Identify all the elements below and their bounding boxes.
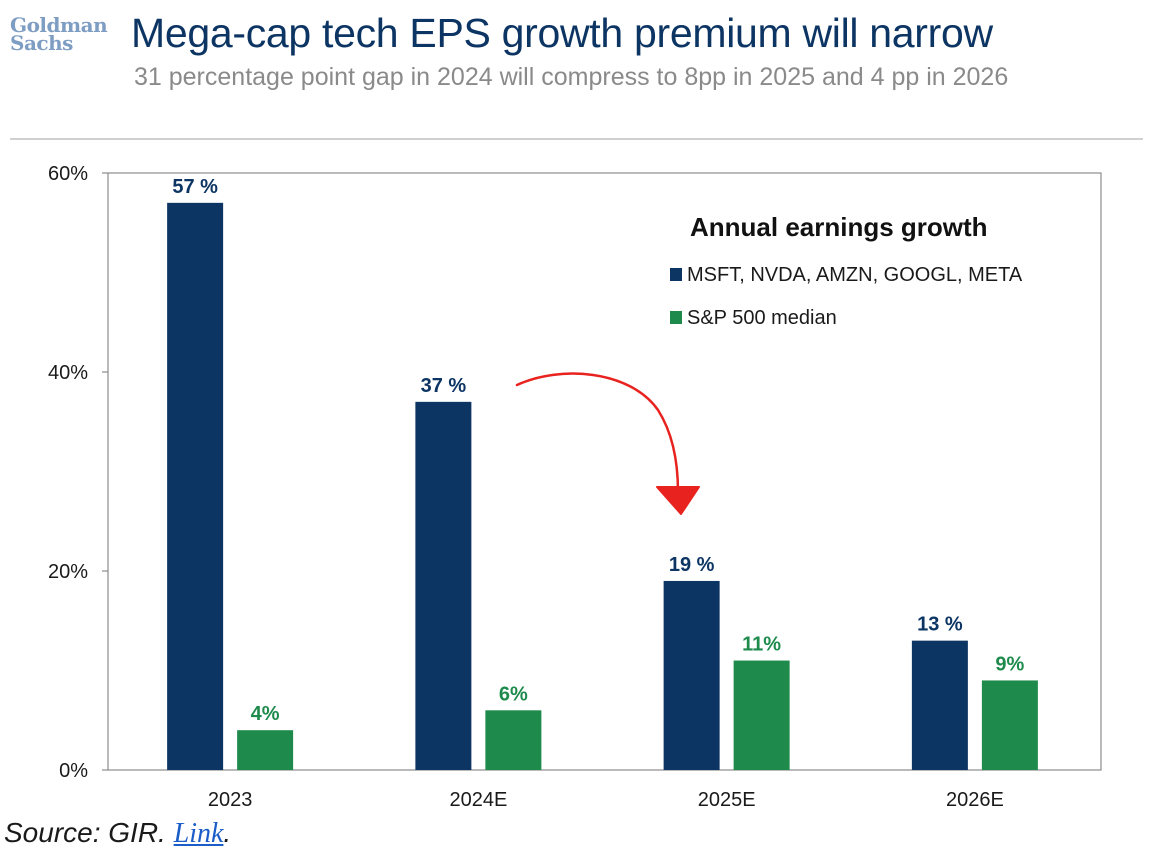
x-tick-label: 2023 [208,789,253,811]
data-label-mega-cap: 37 % [421,375,467,397]
plot-frame [107,172,1102,771]
chart-title: Mega-cap tech EPS growth premium will na… [131,10,993,56]
chart-subtitle: 31 percentage point gap in 2024 will com… [134,63,1009,91]
legend-entry-sp500: S&P 500 median [687,307,837,329]
source-prefix: Source: GIR. [4,817,174,848]
legend-swatch [670,268,682,281]
y-tick-label: 20% [48,561,88,583]
bar-mega-cap-2026E [911,640,968,770]
y-tick-label: 0% [59,760,88,782]
legend-swatch [670,311,682,324]
y-tick-label: 60% [48,163,88,185]
source-suffix: . [223,817,232,848]
data-label-sp500: 4% [251,703,280,725]
data-label-mega-cap: 19 % [669,554,715,576]
bar-sp500-median-2025E [733,660,790,770]
source-note: Source: GIR. Link. [4,817,231,850]
annotation-arrow-curve [515,372,680,494]
x-tick-label: 2024E [449,789,507,811]
bar-mega-cap-2024E [415,401,472,770]
data-label-sp500: 11% [742,634,781,656]
data-label-mega-cap: 57 % [172,176,218,198]
data-label-sp500: 9% [995,653,1024,675]
x-tick-label: 2026E [946,789,1004,811]
source-link[interactable]: Link [173,818,224,849]
annotation-arrowhead [656,486,700,515]
logo-line-1: Goldman [10,13,108,37]
bar-mega-cap-2023 [167,202,224,771]
bar-chart: 0% 20% 40% 60% 2023 2024E 2025E 2026E 57 % 4% 37 … [48,163,1102,811]
y-tick-label: 40% [48,362,88,384]
bar-sp500-median-2024E [485,710,542,770]
data-label-sp500: 6% [499,683,528,705]
logo-line-2: Sachs [10,31,73,55]
bar-mega-cap-2025E [663,580,720,770]
bar-sp500-median-2023 [237,730,294,770]
goldman-sachs-logo: Goldman Sachs [10,13,108,55]
data-label-mega-cap: 13 % [917,614,963,636]
legend-entry-mega-cap: MSFT, NVDA, AMZN, GOOGL, META [687,264,1023,286]
header-divider [10,138,1143,140]
bar-sp500-median-2026E [981,680,1038,770]
legend-title: Annual earnings growth [690,212,988,242]
x-tick-label: 2025E [698,789,756,811]
